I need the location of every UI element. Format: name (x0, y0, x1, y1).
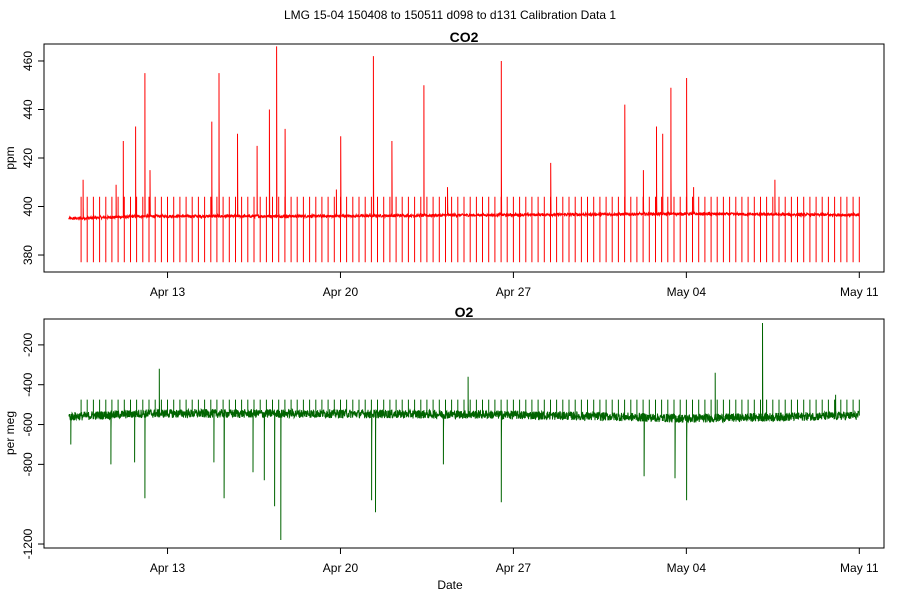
o2-x-axis: Apr 13 Apr 20 Apr 27 May 04 May 11 (150, 548, 879, 575)
o2-x-tick-label: Apr 27 (496, 561, 532, 575)
co2-y-tick-label: 400 (21, 196, 35, 216)
co2-x-tick-label: May 11 (840, 285, 879, 299)
co2-y-tick-label: 420 (21, 148, 35, 168)
o2-series-line (68, 322, 860, 541)
o2-y-tick-label: -1200 (21, 528, 35, 559)
co2-x-tick-label: May 04 (667, 285, 707, 299)
o2-series (68, 322, 860, 541)
o2-x-axis-label: Date (437, 578, 463, 592)
co2-x-axis: Apr 13 Apr 20 Apr 27 May 04 May 11 (150, 272, 879, 299)
figure-title: LMG 15-04 150408 to 150511 d098 to d131 … (284, 8, 616, 22)
co2-series-line (68, 46, 860, 263)
o2-y-axis: -1200 -800 -600 -400 -200 (21, 333, 44, 559)
o2-title: O2 (455, 304, 474, 320)
co2-y-tick-label: 380 (21, 245, 35, 265)
o2-y-tick-label: -200 (21, 333, 35, 357)
o2-plot-frame (43, 318, 885, 549)
co2-x-tick-label: Apr 13 (150, 285, 186, 299)
co2-y-axis: 380 400 420 440 460 (21, 51, 44, 265)
co2-x-tick-label: Apr 27 (496, 285, 532, 299)
co2-plot-frame (43, 43, 885, 273)
o2-panel: O2 per meg Date Apr 13 Apr 20 Apr 27 May 04… (3, 304, 885, 592)
co2-y-tick-label: 440 (21, 99, 35, 119)
o2-x-tick-label: May 04 (667, 561, 707, 575)
o2-x-tick-label: May 11 (840, 561, 879, 575)
co2-y-axis-label: ppm (3, 146, 17, 169)
co2-panel: CO2 ppm Apr 13 Apr 20 Apr 27 May 04 May 11 3… (3, 29, 885, 299)
o2-y-tick-label: -600 (21, 412, 35, 436)
o2-y-tick-label: -800 (21, 452, 35, 476)
o2-y-tick-label: -400 (21, 372, 35, 396)
co2-x-tick-label: Apr 20 (323, 285, 359, 299)
o2-x-tick-label: Apr 13 (150, 561, 186, 575)
co2-y-tick-label: 460 (21, 51, 35, 71)
co2-series (68, 46, 860, 263)
co2-title: CO2 (450, 29, 479, 45)
o2-y-axis-label: per meg (3, 411, 17, 455)
o2-x-tick-label: Apr 20 (323, 561, 359, 575)
